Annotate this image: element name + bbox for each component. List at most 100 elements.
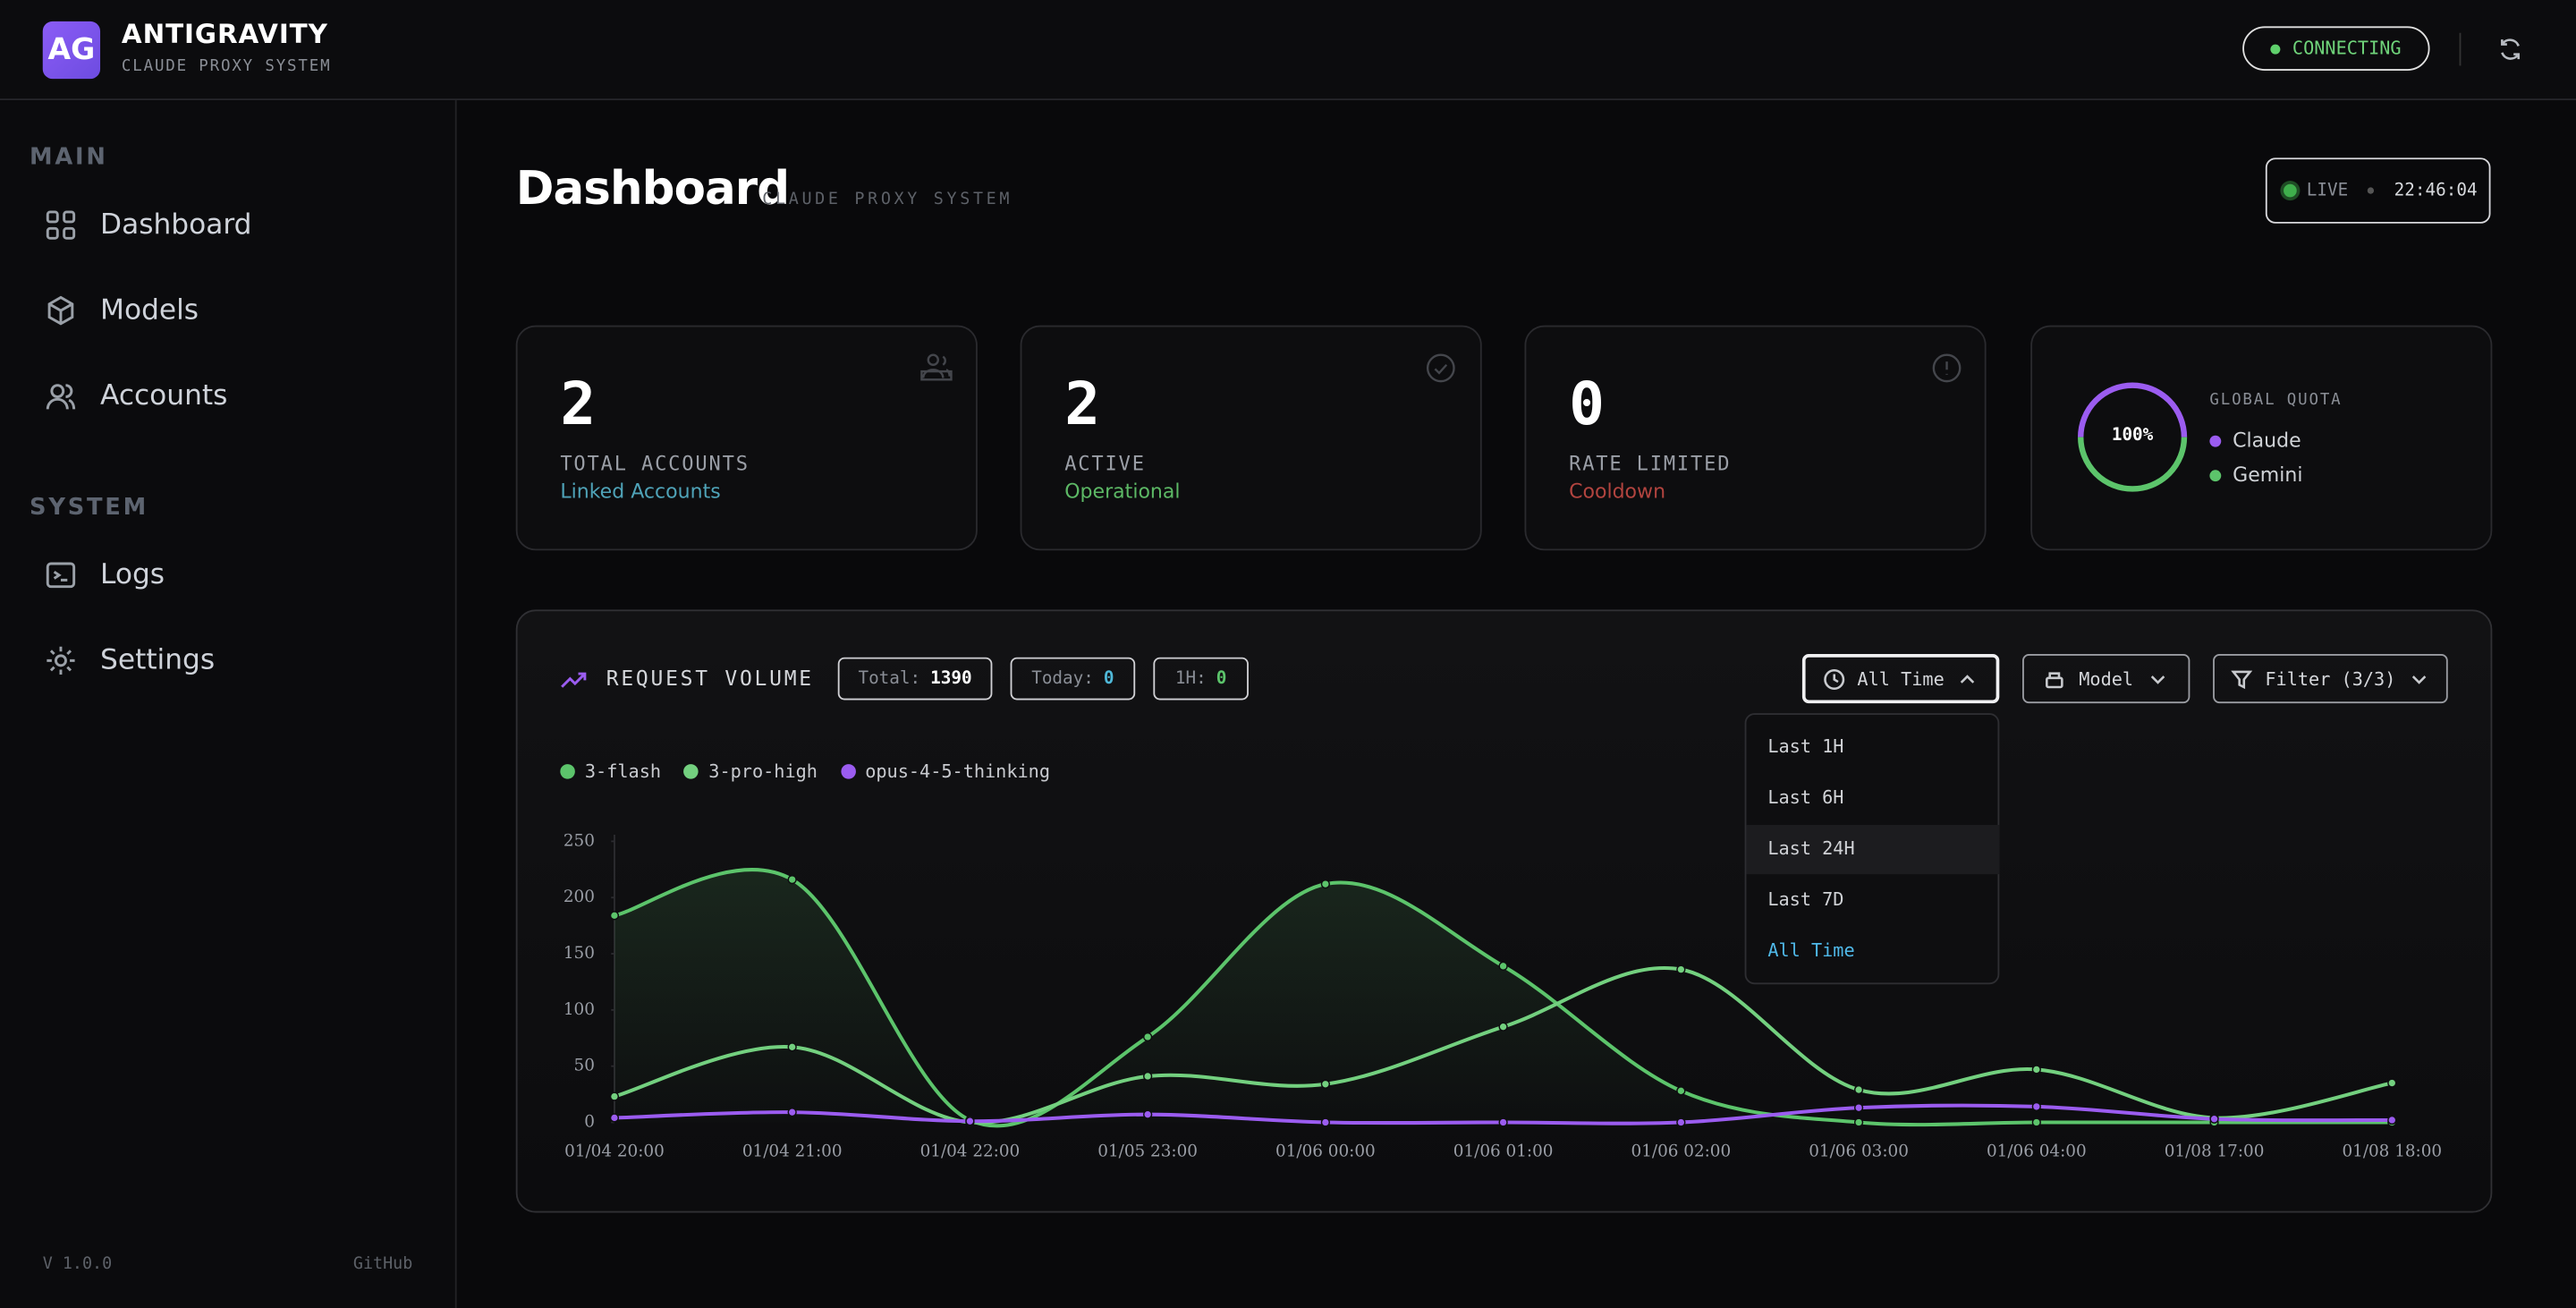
y-tick-label: 150 [564,944,595,963]
status-pill: CONNECTING [2242,26,2429,71]
stat-value: 2 [560,371,596,438]
x-tick-label: 01/06 00:00 [1275,1142,1376,1161]
stat-label: RATE LIMITED [1569,452,1731,475]
point [1855,1104,1863,1112]
stat-label: TOTAL ACCOUNTS [560,452,750,475]
point [1499,962,1507,970]
x-tick-label: 01/06 03:00 [1809,1142,1909,1161]
point [611,1114,619,1122]
chart: 05010015020025001/04 20:0001/04 21:0001/… [516,609,2493,1212]
point [2210,1115,2218,1123]
point [1499,1023,1507,1031]
point [1321,880,1329,888]
x-tick-label: 01/08 17:00 [2165,1142,2265,1161]
menu-item[interactable]: Last 1H [1746,723,1999,772]
x-tick-label: 01/06 02:00 [1631,1142,1732,1161]
quota-item: Claude [2233,429,2301,452]
quota-legend: Claude [2209,429,2301,452]
legend-dot [2209,435,2221,446]
stat-note: Linked Accounts [560,480,720,503]
y-tick-label: 200 [564,888,595,906]
point [1499,1118,1507,1126]
point [2032,1102,2040,1110]
point [1321,1118,1329,1126]
x-tick-label: 01/05 23:00 [1097,1142,1198,1161]
header [0,0,2576,100]
quota-legend: Gemini [2209,463,2302,487]
point [2388,1079,2396,1087]
nav-label: Models [100,294,199,327]
point [788,1108,796,1117]
x-tick-label: 01/04 21:00 [742,1142,843,1161]
stat-note: Operational [1064,480,1180,503]
logo: AG [43,21,100,79]
nav-item[interactable]: Accounts [30,363,427,429]
page-title: Dashboard [516,161,789,216]
point [1144,1110,1152,1118]
nav-item[interactable]: Dashboard [30,192,427,258]
live-text: LIVE [2307,181,2348,200]
x-tick-label: 01/06 01:00 [1453,1142,1554,1161]
app-title: ANTIGRAVITY [122,18,328,49]
time-range-menu: Last 1H Last 6H Last 24H Last 7D All Tim… [1745,713,2000,984]
point [1855,1118,1863,1126]
point [611,1092,619,1100]
area [614,870,2392,1125]
point [611,912,619,920]
point [2388,1117,2396,1125]
point [966,1117,974,1125]
menu-item[interactable]: Last 24H [1746,825,1999,874]
quota-title: GLOBAL QUOTA [2209,391,2342,409]
nav-item[interactable]: Logs [30,542,427,607]
stat-note: Cooldown [1569,480,1665,503]
x-tick-label: 01/04 20:00 [564,1142,665,1161]
status-dot [2271,44,2281,54]
x-tick-label: 01/04 22:00 [920,1142,1021,1161]
point [1677,965,1685,973]
live-box: LIVE 22:46:04 [2266,157,2491,223]
section-title: MAIN [30,145,108,171]
card-icon [1426,353,1455,383]
nav-label: Logs [100,558,165,591]
menu-item[interactable]: Last 6H [1746,774,1999,823]
y-tick-label: 250 [564,831,595,850]
nav-label: Settings [100,644,215,677]
separator-dot [2368,187,2374,193]
point [2032,1118,2040,1126]
menu-item[interactable]: All Time [1746,927,1999,976]
point [1677,1087,1685,1095]
app-subtitle: CLAUDE PROXY SYSTEM [122,57,331,75]
github-link[interactable]: GitHub [353,1255,412,1273]
section-title: SYSTEM [30,495,148,521]
nav-label: Accounts [100,379,227,412]
nav-label: Dashboard [100,208,251,242]
menu-item[interactable]: Last 7D [1746,876,1999,925]
point [1677,1118,1685,1126]
legend-dot [2209,469,2221,480]
point [788,876,796,884]
y-tick-label: 50 [574,1057,595,1075]
point [1321,1080,1329,1088]
version: V 1.0.0 [43,1255,112,1273]
nav-item[interactable]: Models [30,277,427,343]
card-icon [920,352,953,381]
refresh-button[interactable] [2497,36,2523,62]
point [1144,1033,1152,1041]
y-tick-label: 100 [564,1000,595,1019]
point [2032,1066,2040,1074]
stat-label: ACTIVE [1064,452,1146,475]
card-icon [1932,353,1962,383]
clock: 22:46:04 [2394,181,2478,200]
quota-item: Gemini [2233,463,2302,487]
quota-percent: 100% [2075,426,2190,446]
point [1855,1086,1863,1094]
stat-value: 0 [1569,371,1605,438]
stat-value: 2 [1064,371,1100,438]
status-text: CONNECTING [2292,38,2402,59]
x-tick-label: 01/08 18:00 [2342,1142,2442,1161]
nav-item[interactable]: Settings [30,628,427,693]
point [1144,1073,1152,1081]
page-subtitle: CLAUDE PROXY SYSTEM [762,191,1013,208]
